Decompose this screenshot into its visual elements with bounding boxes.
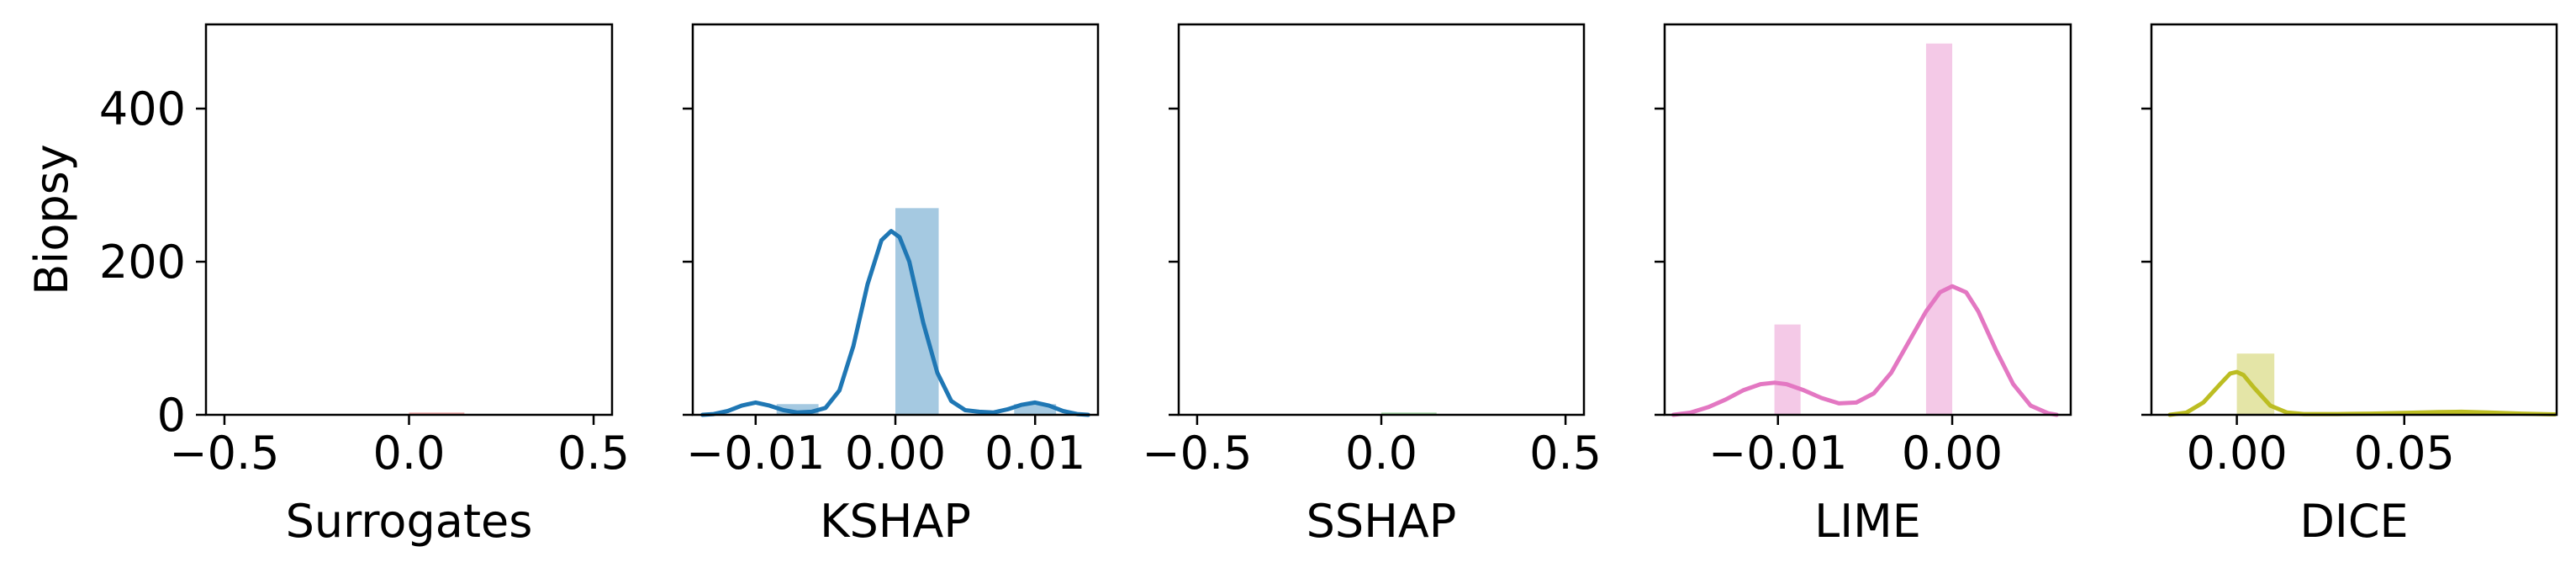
y-tick-label: 200 xyxy=(99,236,186,289)
x-tick-label: 0.0 xyxy=(1345,427,1417,480)
y-axis-label: Biopsy xyxy=(25,144,78,294)
x-axis-label: KSHAP xyxy=(820,495,971,548)
x-tick-label: −0.5 xyxy=(1142,427,1252,480)
panel-dice: 0.00 0.05 DICE xyxy=(2141,23,2558,548)
x-tick-label: 0.5 xyxy=(1529,427,1602,480)
x-tick-label: 0.01 xyxy=(984,427,1085,480)
panel-lime: −0.01 0.00 LIME xyxy=(1655,23,2072,548)
axes-frame xyxy=(1663,23,2072,416)
histogram-bar xyxy=(409,412,465,415)
kde-line xyxy=(2167,369,2558,417)
x-tick-label: −0.5 xyxy=(169,427,279,480)
axes-frame xyxy=(2150,23,2558,416)
histogram-bar xyxy=(1381,412,1437,415)
x-tick-label: 0.5 xyxy=(557,427,630,480)
x-tick-label: 0.05 xyxy=(2354,427,2455,480)
axes-frame xyxy=(1177,23,1586,416)
x-axis-label: DICE xyxy=(2299,495,2408,548)
histogram-bar xyxy=(1774,324,1801,415)
panel-surrogates: −0.5 0.0 0.5 0 200 400 Surrogates Biopsy xyxy=(25,23,630,548)
x-tick-label: 0.0 xyxy=(373,427,446,480)
x-tick-label: −0.01 xyxy=(686,427,825,480)
kde-line xyxy=(1671,284,2059,417)
x-axis-label: LIME xyxy=(1814,495,1921,548)
axes-frame xyxy=(204,23,614,416)
y-tick-label: 0 xyxy=(157,389,186,442)
panel-sshap: −0.5 0.0 0.5 SSHAP xyxy=(1142,23,1602,548)
y-tick-label: 400 xyxy=(99,82,186,135)
x-tick-label: 0.00 xyxy=(1902,427,2003,480)
x-tick-label: 0.00 xyxy=(845,427,946,480)
x-tick-label: −0.01 xyxy=(1708,427,1847,480)
x-tick-label: 0.00 xyxy=(2186,427,2287,480)
histogram-bar xyxy=(1925,43,1953,416)
kde-line xyxy=(700,229,1090,417)
x-axis-label: SSHAP xyxy=(1306,495,1457,548)
x-axis-label: Surrogates xyxy=(286,495,533,548)
